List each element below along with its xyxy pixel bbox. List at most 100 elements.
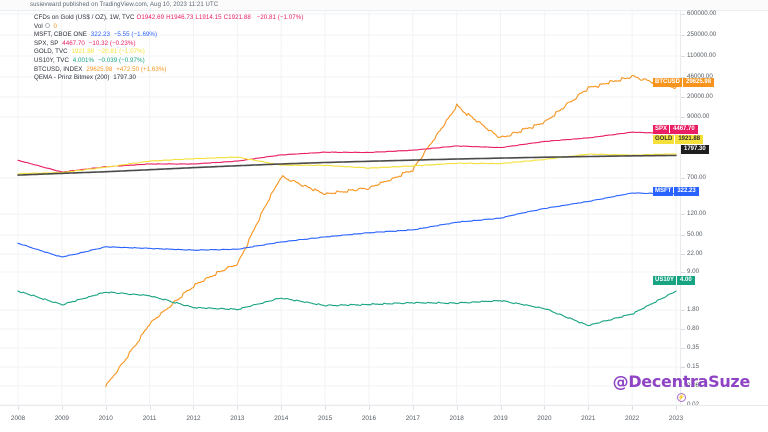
legend-ohlc-c: C1921.88 xyxy=(223,14,251,21)
price-tick-mark xyxy=(681,310,685,311)
price-scale[interactable]: 600000.00 250000.00 110000.00 46000.00 20000… xyxy=(653,10,768,408)
publish-text: susievward published on TradingView.com,… xyxy=(30,2,219,8)
time-tick-label: 2021 xyxy=(581,415,596,422)
time-tick-label: 2013 xyxy=(230,415,245,422)
price-tick-mark xyxy=(681,97,685,98)
legend-row[interactable]: CFDs on Gold (US$ / OZ), 1W, TVC O1942.69… xyxy=(34,14,303,23)
price-tick-mark xyxy=(681,272,685,273)
price-tick-label: 9.00 xyxy=(687,268,700,275)
legend-change: −0.039 (−0.97%) xyxy=(96,56,145,64)
price-tick-mark xyxy=(681,254,685,255)
price-tick-mark xyxy=(681,235,685,236)
legend-symbol-label: QEMA - Prinz Bitmex (200) xyxy=(34,74,110,82)
time-tick-mark xyxy=(61,406,63,410)
price-badge-msft[interactable]: MSFT 322.23 xyxy=(653,187,699,196)
legend-change: −20.81 (−1.07%) xyxy=(254,14,304,21)
time-tick-label: 2016 xyxy=(361,415,377,422)
price-badge-symbol: MSFT xyxy=(653,187,674,196)
time-tick-label: 2015 xyxy=(317,415,333,422)
time-tick-mark xyxy=(632,406,634,410)
time-tick-mark xyxy=(588,406,590,410)
price-badge-symbol: SPX xyxy=(653,125,670,134)
legend-ohlc: O1942.69 H1946.73 L1914.15 C1921.88 xyxy=(137,14,253,21)
eye-icon[interactable] xyxy=(44,23,50,29)
time-tick-mark xyxy=(193,406,195,410)
price-badge-value: 1921.88 xyxy=(675,135,704,144)
legend-symbol-label: SPX, SP xyxy=(34,39,59,47)
time-tick-label: 2011 xyxy=(142,415,157,422)
watermark: @DecentraSuze ⚡ xyxy=(613,372,750,402)
price-tick-mark xyxy=(681,329,685,330)
price-tick-mark xyxy=(681,214,685,215)
legend-change: −20.81 (−1.07%) xyxy=(96,48,145,56)
price-tick-label: 120.00 xyxy=(687,210,706,217)
legend-value: 29625.98 xyxy=(84,65,113,73)
legend-change: +472.50 (+1.63%) xyxy=(114,65,167,73)
time-tick-label: 2018 xyxy=(449,415,464,422)
legend-value: 1797.30 xyxy=(111,74,137,82)
time-scale[interactable]: 2008 2009 2010 2011 2012 2013 2014 2015 2016 2017… xyxy=(0,405,768,432)
price-badge-us10y[interactable]: US10Y 4.00 xyxy=(653,276,695,285)
time-tick-mark xyxy=(105,406,107,410)
price-badge-value: 322.23 xyxy=(674,187,699,196)
legend-symbol-label: Vol xyxy=(34,22,43,30)
price-tick-label: 0.15 xyxy=(687,363,700,370)
legend-value: 1921.88 xyxy=(69,48,95,56)
price-tick-mark xyxy=(681,386,685,387)
time-tick-mark xyxy=(676,406,677,410)
legend-row[interactable]: US10Y, TVC 4.001% −0.039 (−0.97%) xyxy=(34,57,303,66)
legend-ohlc-o: O1942.69 xyxy=(136,14,165,21)
price-tick-label: 9000.00 xyxy=(687,113,710,120)
legend-change: −10.32 (−0.23%) xyxy=(86,39,136,47)
legend-row[interactable]: MSFT, CBOE ONE 322.23 −5.55 (−1.69%) xyxy=(34,31,303,40)
price-badge-indicator[interactable]: 1797.30 xyxy=(681,145,709,154)
time-tick-mark xyxy=(281,406,283,410)
time-tick-label: 2012 xyxy=(186,415,201,422)
watermark-logo-icon: ⚡ xyxy=(676,393,686,402)
price-tick-mark xyxy=(681,35,685,36)
price-tick-label: 22.00 xyxy=(687,250,703,257)
plot-area[interactable] xyxy=(0,11,680,405)
price-badge-spx[interactable]: SPX 4467.70 xyxy=(653,125,698,134)
time-tick-mark xyxy=(18,406,19,410)
price-badge-gold[interactable]: GOLD 1921.88 xyxy=(653,135,704,144)
price-tick-label: 700.00 xyxy=(687,174,706,181)
price-tick-mark xyxy=(681,77,685,78)
time-tick-label: 2014 xyxy=(274,415,289,422)
legend-value: 4467.70 xyxy=(60,39,85,47)
price-tick-mark xyxy=(681,178,685,179)
legend-ohlc-h: H1946.73 xyxy=(166,14,194,21)
time-tick-label: 2022 xyxy=(625,415,640,422)
legend-row[interactable]: BTCUSD, INDEX 29625.98 +472.50 (+1.63%) xyxy=(34,66,303,75)
time-tick-label: 2020 xyxy=(537,415,552,422)
grid xyxy=(0,11,680,405)
price-badge-symbol: US10Y xyxy=(653,276,677,285)
price-tick-label: 46000.00 xyxy=(687,73,713,80)
legend-symbol-label: MSFT, CBOE ONE xyxy=(34,31,87,39)
watermark-handle: @DecentraSuze xyxy=(612,372,751,391)
legend-value: 0 xyxy=(51,22,58,30)
price-tick-label: 0.35 xyxy=(687,344,700,351)
time-tick-mark xyxy=(500,406,502,410)
legend-row[interactable]: QEMA - Prinz Bitmex (200) 1797.30 xyxy=(34,74,303,83)
legend-row[interactable]: GOLD, TVC 1921.88 −20.81 (−1.07%) xyxy=(34,48,303,57)
time-tick-label: 2010 xyxy=(98,415,113,422)
time-tick-mark xyxy=(237,406,239,410)
time-tick-label: 2017 xyxy=(405,415,420,422)
price-tick-label: 0.02 xyxy=(687,401,699,408)
price-badge-btcusd[interactable]: BTCUSD 29625.98 xyxy=(653,78,715,87)
time-tick-mark xyxy=(544,406,546,410)
legend[interactable]: CFDs on Gold (US$ / OZ), 1W, TVC O1942.69… xyxy=(34,14,303,83)
legend-symbol-label: BTCUSD, INDEX xyxy=(34,65,83,73)
time-tick-label: 2023 xyxy=(668,415,684,422)
legend-row[interactable]: SPX, SP 4467.70 −10.32 (−0.23%) xyxy=(34,40,303,49)
price-badge-symbol: GOLD xyxy=(653,135,675,144)
price-tick-label: 1.80 xyxy=(687,306,700,313)
legend-row[interactable]: Vol 0 xyxy=(34,23,303,32)
price-tick-mark xyxy=(681,348,685,349)
legend-symbol-label: GOLD, TVC xyxy=(34,48,68,56)
price-tick-label: 250000.00 xyxy=(687,31,717,38)
publish-bar: susievward published on TradingView.com,… xyxy=(0,0,768,11)
legend-ohlc-l: L1914.15 xyxy=(195,14,222,21)
